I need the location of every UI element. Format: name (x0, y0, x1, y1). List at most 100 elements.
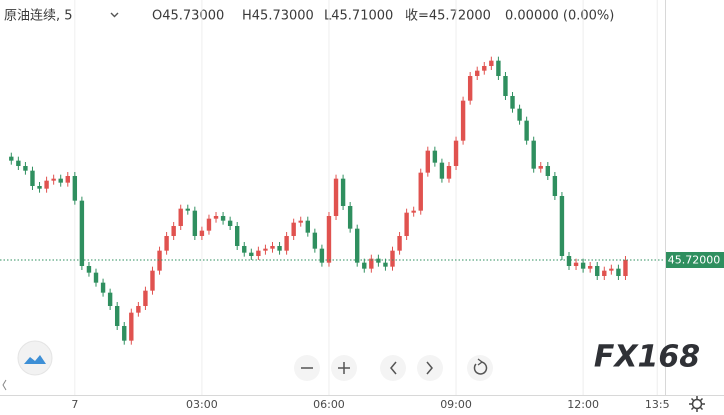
candle-body (178, 208, 183, 226)
candle-body (227, 220, 233, 226)
candle-body (573, 262, 579, 266)
interval-chevron[interactable] (110, 12, 119, 18)
icon (689, 396, 705, 412)
candle-body (79, 200, 85, 266)
candle-body (404, 212, 409, 236)
candle-body (355, 228, 360, 263)
candle-body (220, 216, 226, 221)
candle-body (545, 166, 551, 176)
candle-body (30, 170, 35, 186)
candle-body (489, 60, 494, 66)
button-bg[interactable] (417, 355, 443, 381)
candle-body (44, 180, 49, 189)
candle-body (439, 162, 445, 179)
candle-body (383, 262, 388, 267)
legend-value: O45.73000 (152, 9, 224, 24)
icon (24, 355, 46, 364)
candle-body (362, 262, 367, 269)
candle-body (390, 250, 395, 267)
plot-area (0, 0, 665, 395)
x-tick-label: 13:5 (645, 398, 670, 411)
settings[interactable] (689, 396, 705, 412)
candle-body (446, 166, 452, 179)
candle-body (475, 70, 480, 76)
legend-values: O45.73000 H45.73000 L45.71000 收=45.72000 0.0… (152, 9, 614, 24)
candle-body (107, 292, 113, 306)
candle-body (595, 266, 600, 276)
button-bg[interactable] (467, 355, 493, 381)
candle-body (199, 230, 205, 236)
candle-body (213, 216, 219, 219)
candle-body (284, 236, 289, 251)
scroll-handle[interactable] (2, 379, 7, 391)
candle-body (326, 216, 332, 263)
cloud-button[interactable] (17, 340, 53, 376)
legend-value: 0.00000 (0.00%) (505, 9, 614, 24)
candle-body (397, 236, 402, 251)
candle-body (150, 270, 155, 291)
legend-value: 收=45.72000 (405, 9, 491, 24)
candle-body (580, 262, 586, 269)
icon (390, 361, 397, 375)
x-tick-label: 06:00 (313, 398, 345, 411)
candle-body (192, 210, 198, 236)
candle-body (566, 256, 572, 266)
candle-body (319, 248, 325, 263)
candle-body (263, 248, 268, 251)
legend-value: L45.71000 (324, 9, 393, 24)
candle-body (86, 266, 92, 273)
candle-body (9, 156, 14, 161)
candle-body (171, 226, 176, 236)
candle-body (312, 232, 318, 249)
candle-body (65, 176, 70, 183)
candle-body (37, 186, 42, 189)
candle-body (517, 108, 522, 121)
candle-body (333, 178, 339, 216)
candle-body (206, 218, 212, 231)
candle-body (185, 208, 190, 211)
x-tick-label: 12:00 (567, 398, 599, 411)
last-price-box (666, 252, 724, 268)
zoom-in[interactable] (331, 355, 357, 381)
candle-body (538, 166, 543, 169)
zoom-out[interactable] (294, 355, 320, 381)
candle-body (298, 220, 303, 223)
button-bg[interactable] (380, 355, 406, 381)
candle-body (136, 306, 141, 313)
candle-body (510, 96, 515, 109)
candle-body (503, 76, 508, 96)
candle-body (234, 226, 240, 246)
candle-body (122, 326, 127, 341)
last-price-label: 45.72000 (668, 254, 721, 267)
candle-body (552, 176, 558, 196)
icon (426, 361, 433, 375)
candle-body (16, 160, 21, 166)
candle-body (270, 246, 275, 249)
candle-body (256, 250, 261, 256)
candle-body (609, 268, 614, 271)
x-tick-label: 03:00 (186, 398, 218, 411)
candle-body (143, 290, 148, 306)
candle-body (467, 76, 473, 101)
legend-value: H45.73000 (242, 9, 314, 24)
candle-body (305, 220, 310, 233)
candle-body (496, 60, 501, 76)
button-bg[interactable] (17, 340, 53, 376)
candle-body (93, 272, 99, 283)
candle-body (482, 66, 487, 71)
candle-body (340, 178, 346, 206)
icon (338, 362, 350, 374)
scroll-right[interactable] (417, 355, 443, 381)
reset[interactable] (467, 355, 493, 381)
x-tick-label: 09:00 (440, 398, 472, 411)
candle-body (369, 258, 374, 269)
scroll-left[interactable] (380, 355, 406, 381)
icon (473, 361, 488, 375)
candle-body (242, 246, 247, 253)
candle-body (51, 178, 56, 181)
candle-body (411, 210, 416, 213)
icon[interactable] (691, 398, 703, 410)
candle-body (72, 176, 78, 201)
